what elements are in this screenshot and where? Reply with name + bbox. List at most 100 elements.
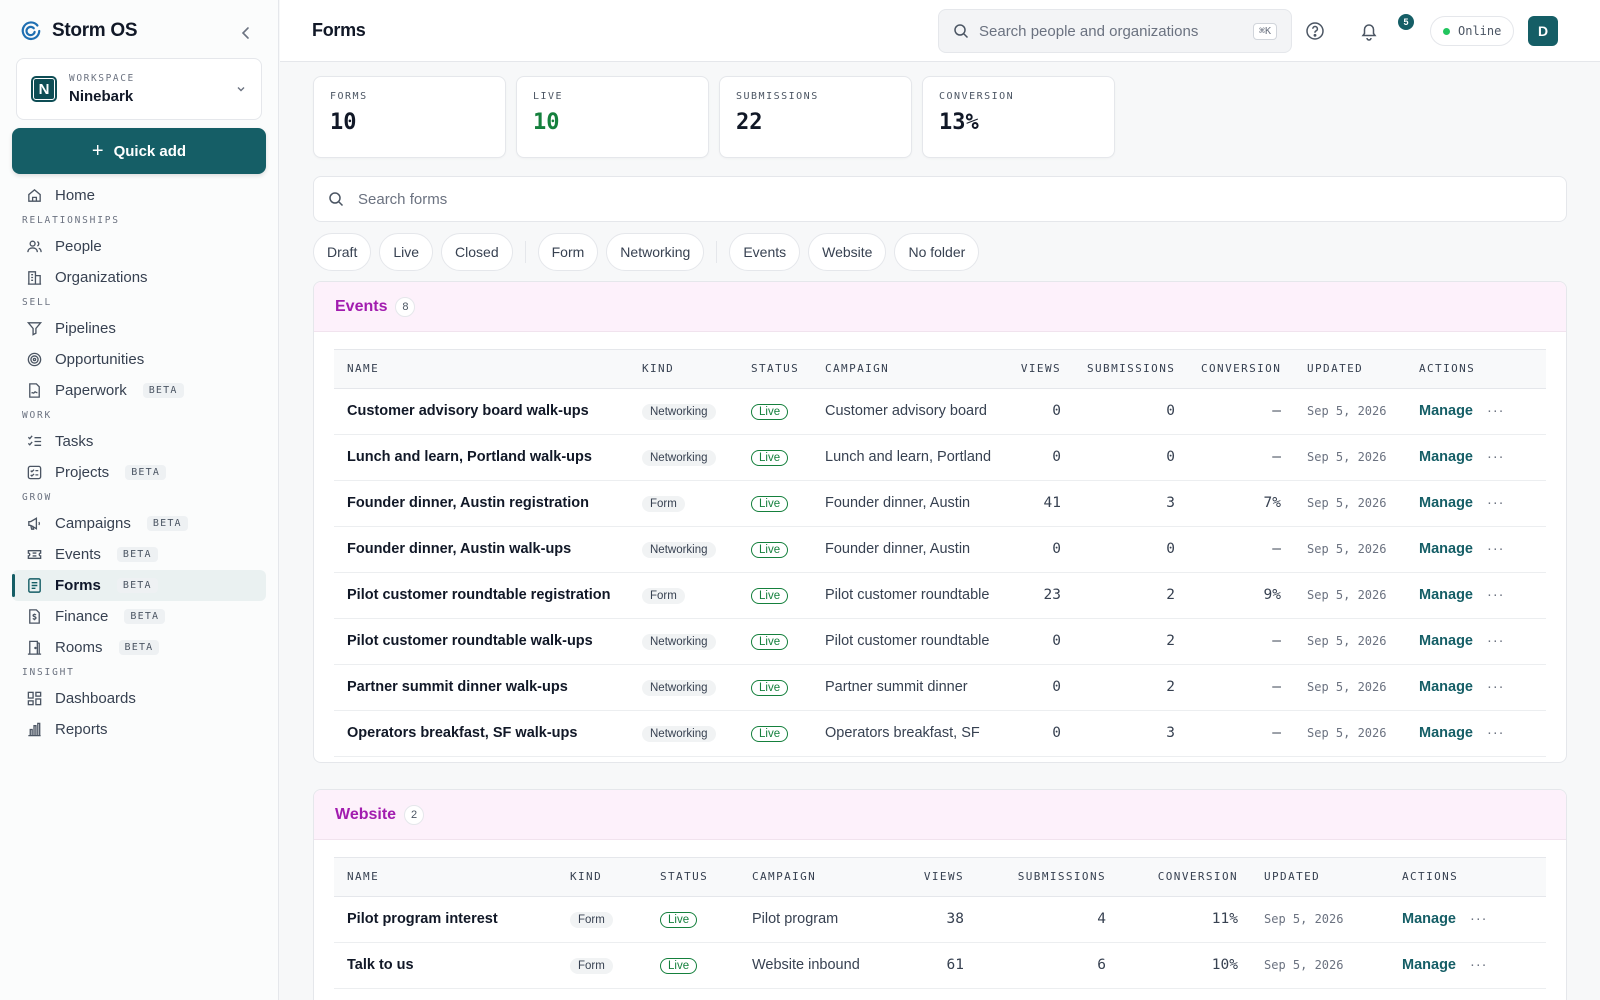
filter-chip-draft[interactable]: Draft bbox=[313, 233, 372, 271]
campaign-cell: Customer advisory board bbox=[812, 388, 1004, 435]
column-header-conversion[interactable]: CONVERSION bbox=[1119, 858, 1251, 897]
user-avatar[interactable]: D bbox=[1528, 16, 1558, 46]
manage-button[interactable]: Manage bbox=[1419, 679, 1473, 695]
column-header-name[interactable]: NAME bbox=[334, 858, 557, 897]
column-header-campaign[interactable]: CAMPAIGN bbox=[812, 350, 1004, 389]
manage-button[interactable]: Manage bbox=[1419, 541, 1473, 557]
sidebar-item-paperwork[interactable]: Paperwork BETA bbox=[12, 375, 266, 406]
manage-button[interactable]: Manage bbox=[1419, 633, 1473, 649]
sidebar-item-opportunities[interactable]: Opportunities bbox=[12, 344, 266, 375]
more-options-icon[interactable]: ··· bbox=[1487, 449, 1505, 465]
more-options-icon[interactable]: ··· bbox=[1487, 725, 1505, 741]
table-row[interactable]: Founder dinner, Austin registration Form L… bbox=[334, 480, 1546, 527]
column-header-status[interactable]: STATUS bbox=[647, 858, 739, 897]
manage-button[interactable]: Manage bbox=[1402, 911, 1456, 927]
filter-chip-events[interactable]: Events bbox=[729, 233, 801, 271]
filter-chip-no-folder[interactable]: No folder bbox=[894, 233, 980, 271]
more-options-icon[interactable]: ··· bbox=[1487, 633, 1505, 649]
form-name[interactable]: Pilot customer roundtable walk-ups bbox=[334, 618, 629, 665]
sidebar-item-dashboards[interactable]: Dashboards bbox=[12, 683, 266, 714]
manage-button[interactable]: Manage bbox=[1402, 957, 1456, 973]
main-content: FORMS 10 LIVE 10 SUBMISSIONS 22 CONVERSI… bbox=[280, 62, 1600, 1000]
presence-status[interactable]: Online bbox=[1430, 16, 1515, 46]
filter-chip-closed[interactable]: Closed bbox=[441, 233, 513, 271]
column-header-status[interactable]: STATUS bbox=[738, 350, 812, 389]
group-header[interactable]: Events 8 bbox=[314, 282, 1566, 332]
table-row[interactable]: Operators breakfast, SF walk-ups Networki… bbox=[334, 710, 1546, 757]
people-icon bbox=[27, 240, 42, 253]
sidebar-item-tasks[interactable]: Tasks bbox=[12, 426, 266, 457]
column-header-conversion[interactable]: CONVERSION bbox=[1188, 350, 1294, 389]
table-row[interactable]: Pilot program interest Form Live Pilot prog… bbox=[334, 896, 1546, 943]
manage-button[interactable]: Manage bbox=[1419, 495, 1473, 511]
more-options-icon[interactable]: ··· bbox=[1470, 957, 1488, 973]
sidebar-item-organizations[interactable]: Organizations bbox=[12, 262, 266, 293]
campaign-cell: Founder dinner, Austin bbox=[812, 480, 1004, 527]
form-name[interactable]: Operators breakfast, SF walk-ups bbox=[334, 710, 629, 757]
sidebar-item-rooms[interactable]: Rooms BETA bbox=[12, 632, 266, 663]
campaign-cell: Founder dinner, Austin bbox=[812, 526, 1004, 573]
sidebar-item-home[interactable]: Home bbox=[12, 180, 266, 211]
column-header-kind[interactable]: KIND bbox=[629, 350, 738, 389]
form-name[interactable]: Talk to us bbox=[334, 942, 557, 989]
actions-cell: Manage ··· bbox=[1406, 480, 1546, 527]
table-row[interactable]: Pilot customer roundtable walk-ups Networ… bbox=[334, 618, 1546, 665]
filter-chip-networking[interactable]: Networking bbox=[606, 233, 705, 271]
form-name[interactable]: Founder dinner, Austin registration bbox=[334, 480, 629, 527]
table-row[interactable]: Partner summit dinner walk-ups Networking… bbox=[334, 664, 1546, 711]
filter-chip-live[interactable]: Live bbox=[379, 233, 434, 271]
column-header-submissions[interactable]: SUBMISSIONS bbox=[1074, 350, 1188, 389]
filter-chip-website[interactable]: Website bbox=[808, 233, 887, 271]
sidebar-item-people[interactable]: People bbox=[12, 231, 266, 262]
quick-add-button[interactable]: + Quick add bbox=[12, 128, 266, 174]
help-icon[interactable] bbox=[1304, 20, 1326, 42]
group-header[interactable]: Website 2 bbox=[314, 790, 1566, 840]
filter-chip-form[interactable]: Form bbox=[537, 233, 599, 271]
more-options-icon[interactable]: ··· bbox=[1487, 403, 1505, 419]
table-row[interactable]: Founder dinner, Austin walk-ups Networkin… bbox=[334, 526, 1546, 573]
sidebar-item-projects[interactable]: Projects BETA bbox=[12, 457, 266, 488]
forms-search-input[interactable]: Search forms bbox=[313, 176, 1567, 222]
sidebar-item-reports[interactable]: Reports bbox=[12, 714, 266, 745]
table-row[interactable]: Talk to us Form Live Website inbound 61 6 10% S… bbox=[334, 942, 1546, 989]
column-header-campaign[interactable]: CAMPAIGN bbox=[739, 858, 909, 897]
global-search-input[interactable]: Search people and organizations ⌘K bbox=[938, 9, 1292, 53]
form-name[interactable]: Pilot customer roundtable registration bbox=[334, 572, 629, 619]
bell-icon[interactable] bbox=[1358, 20, 1380, 42]
brand[interactable]: Storm OS bbox=[20, 20, 138, 42]
sidebar-item-campaigns[interactable]: Campaigns BETA bbox=[12, 508, 266, 539]
more-options-icon[interactable]: ··· bbox=[1470, 911, 1488, 927]
column-header-updated[interactable]: UPDATED bbox=[1251, 858, 1389, 897]
sidebar-item-forms[interactable]: Forms BETA bbox=[12, 570, 266, 601]
more-options-icon[interactable]: ··· bbox=[1487, 541, 1505, 557]
more-options-icon[interactable]: ··· bbox=[1487, 679, 1505, 695]
more-options-icon[interactable]: ··· bbox=[1487, 587, 1505, 603]
table-row[interactable]: Lunch and learn, Portland walk-ups Networ… bbox=[334, 434, 1546, 481]
updated-cell: Sep 5, 2026 bbox=[1294, 618, 1406, 665]
manage-button[interactable]: Manage bbox=[1419, 449, 1473, 465]
sidebar-item-events[interactable]: Events BETA bbox=[12, 539, 266, 570]
manage-button[interactable]: Manage bbox=[1419, 403, 1473, 419]
column-header-views[interactable]: VIEWS bbox=[1004, 350, 1074, 389]
collapse-sidebar-icon[interactable] bbox=[236, 23, 256, 43]
more-options-icon[interactable]: ··· bbox=[1487, 495, 1505, 511]
form-name[interactable]: Founder dinner, Austin walk-ups bbox=[334, 526, 629, 573]
column-header-views[interactable]: VIEWS bbox=[909, 858, 977, 897]
manage-button[interactable]: Manage bbox=[1419, 587, 1473, 603]
table-row[interactable]: Customer advisory board walk-ups Networki… bbox=[334, 388, 1546, 435]
campaign-cell: Pilot customer roundtable bbox=[812, 618, 1004, 665]
workspace-switcher[interactable]: N WORKSPACE Ninebark bbox=[16, 58, 262, 120]
form-name[interactable]: Partner summit dinner walk-ups bbox=[334, 664, 629, 711]
sidebar-item-pipelines[interactable]: Pipelines bbox=[12, 313, 266, 344]
column-header-kind[interactable]: KIND bbox=[557, 858, 647, 897]
manage-button[interactable]: Manage bbox=[1419, 725, 1473, 741]
kind-cell: Networking bbox=[629, 434, 738, 481]
table-row[interactable]: Pilot customer roundtable registration Fo… bbox=[334, 572, 1546, 619]
form-name[interactable]: Lunch and learn, Portland walk-ups bbox=[334, 434, 629, 481]
form-name[interactable]: Customer advisory board walk-ups bbox=[334, 388, 629, 435]
column-header-updated[interactable]: UPDATED bbox=[1294, 350, 1406, 389]
column-header-name[interactable]: NAME bbox=[334, 350, 629, 389]
column-header-submissions[interactable]: SUBMISSIONS bbox=[977, 858, 1119, 897]
form-name[interactable]: Pilot program interest bbox=[334, 896, 557, 943]
sidebar-item-finance[interactable]: Finance BETA bbox=[12, 601, 266, 632]
